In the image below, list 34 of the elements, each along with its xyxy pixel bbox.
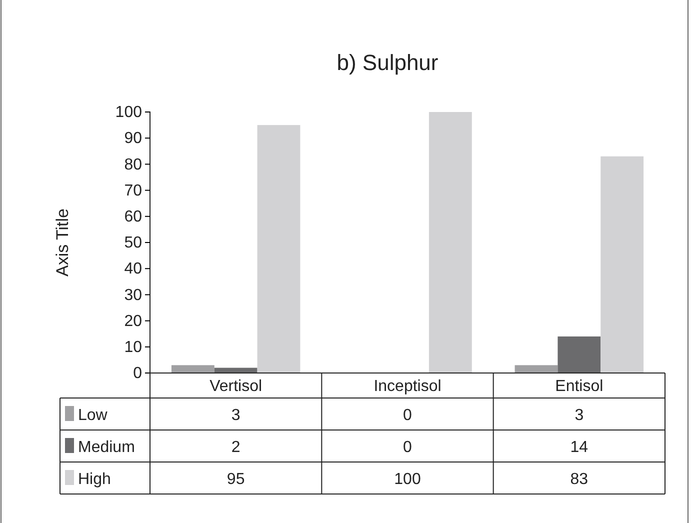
legend-label: Medium xyxy=(78,439,135,456)
bar xyxy=(558,336,601,373)
x-tick-label: Inceptisol xyxy=(374,378,442,395)
y-tick-label: 40 xyxy=(124,260,142,278)
data-label: 100 xyxy=(394,471,421,488)
y-tick-label: 30 xyxy=(124,286,142,304)
legend-label: Low xyxy=(78,407,108,424)
data-label: 3 xyxy=(574,407,584,424)
data-label: 3 xyxy=(231,407,240,424)
y-tick-label: 90 xyxy=(124,130,142,148)
legend-label: High xyxy=(78,471,111,488)
bar xyxy=(257,125,300,373)
y-tick-label: 20 xyxy=(124,312,142,330)
data-label: 0 xyxy=(403,439,412,456)
bar xyxy=(171,365,214,373)
y-tick-label: 0 xyxy=(133,365,142,382)
data-label: 0 xyxy=(403,407,412,424)
x-tick-label: Vertisol xyxy=(210,378,262,395)
data-label: 2 xyxy=(231,439,240,456)
bar xyxy=(514,365,558,373)
data-label: 14 xyxy=(570,439,588,456)
data-label: 95 xyxy=(226,471,245,488)
y-tick-label: 70 xyxy=(124,182,142,200)
y-tick-label: 80 xyxy=(124,156,142,174)
y-tick-label: 10 xyxy=(124,339,142,356)
bar xyxy=(428,112,472,373)
x-tick-label: Entisol xyxy=(555,378,604,395)
y-tick-label: 50 xyxy=(124,234,142,252)
chart-title: b) Sulphur xyxy=(336,50,438,75)
y-tick-label: 100 xyxy=(115,104,142,122)
y-tick-label: 60 xyxy=(124,208,142,226)
data-label: 83 xyxy=(570,471,588,488)
bar xyxy=(600,156,644,373)
y-axis-title: Axis Title xyxy=(53,208,72,277)
